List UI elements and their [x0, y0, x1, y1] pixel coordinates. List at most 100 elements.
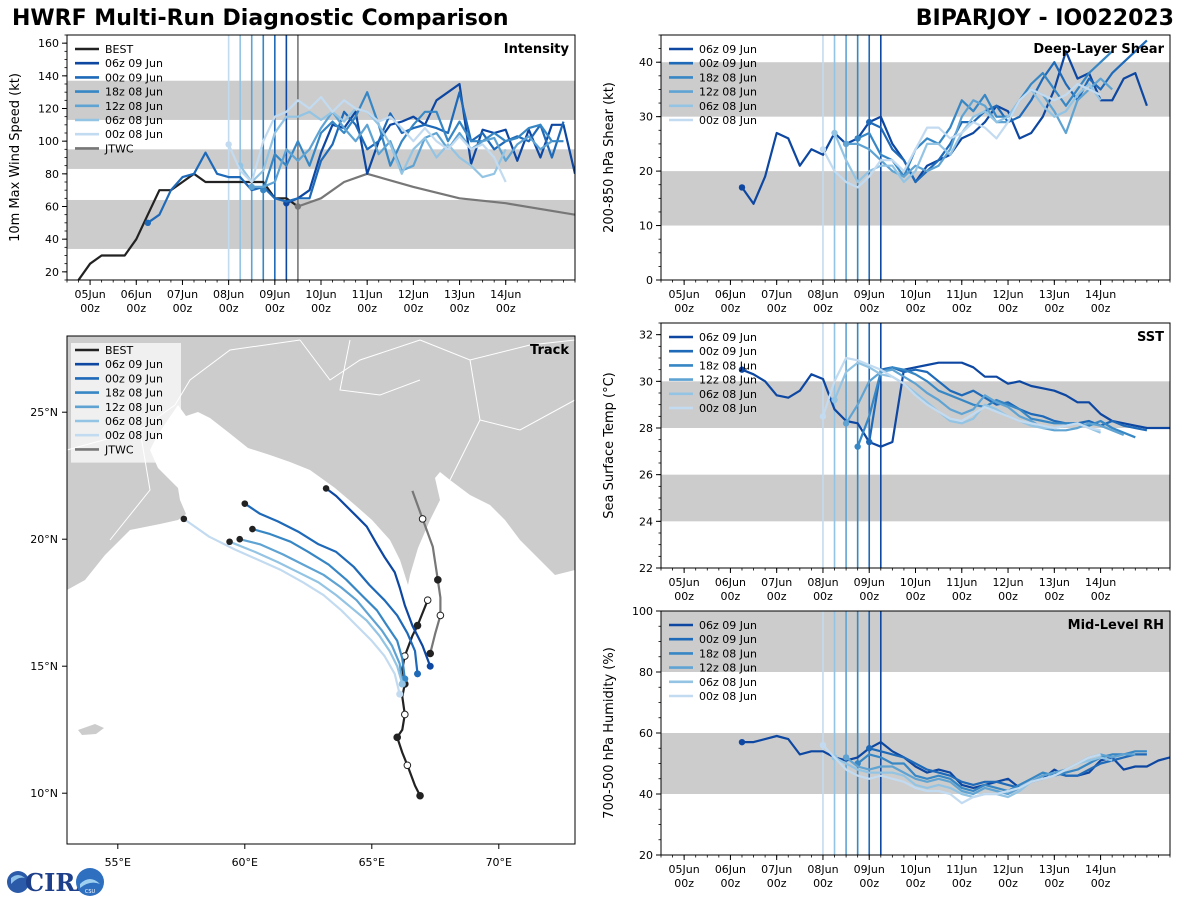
track-position-marker: [418, 515, 427, 523]
track-legend-label: 00z 09 Jun: [105, 372, 163, 385]
landmass: [67, 336, 575, 590]
sst-init-marker: [819, 413, 827, 420]
intensity-y-tick-label: 140: [38, 70, 59, 83]
csu-seal-text: CSU: [85, 889, 96, 895]
intensity-x-tick-label: 09Jun: [259, 288, 290, 301]
rh-legend-label: 06z 08 Jun: [699, 676, 757, 689]
figure-title-left: HWRF Multi-Run Diagnostic Comparison: [12, 6, 509, 31]
sst-init-marker: [738, 366, 746, 373]
shear-legend-label: 00z 09 Jun: [699, 57, 757, 70]
intensity-x-tick-label: 08Jun: [213, 288, 244, 301]
track-legend-label: 12z 08 Jun: [105, 401, 163, 414]
shear-threshold-band: [661, 171, 1170, 226]
intensity-init-marker: [260, 186, 267, 194]
sst-init-marker: [831, 396, 838, 404]
track-end-marker: [241, 500, 249, 507]
shear-x-tick-label: 10Jun: [900, 288, 931, 301]
intensity-x-tick-label: 14Jun: [490, 288, 521, 301]
track-series-line: [325, 487, 432, 667]
shear-y-axis-label: 200-850 hPa Shear (kt): [602, 82, 617, 233]
shear-panel: 01020304005Jun00z06Jun00z07Jun00z08Jun00…: [602, 34, 1171, 315]
track-position-marker: [401, 710, 409, 719]
sst-init-marker: [842, 420, 850, 427]
country-border: [339, 339, 421, 396]
rh-x-tick-label: 11Jun: [946, 863, 977, 876]
rh-x-tick-label: 06Jun: [715, 863, 746, 876]
rh-y-tick-label: 20: [639, 849, 653, 862]
track-series-line: [396, 599, 429, 797]
shear-x-tick-label: 08Jun: [807, 288, 838, 301]
shear-x-tick-label: 11Jun: [946, 288, 977, 301]
rh-x-tick-label: 00z: [674, 877, 694, 890]
intensity-x-tick-label: 00z: [80, 302, 100, 315]
track-position-marker: [403, 761, 412, 770]
rh-y-tick-label: 60: [639, 727, 653, 740]
shear-series-line: [822, 82, 1102, 189]
sst-x-tick-label: 00z: [1044, 590, 1064, 603]
track-series-line: [183, 517, 401, 695]
track-legend-label: JTWC: [104, 443, 134, 456]
track-legend-label: 06z 08 Jun: [105, 415, 163, 428]
rh-panel: 2040608010005Jun00z06Jun00z07Jun00z08Jun…: [602, 605, 1171, 890]
intensity-y-axis-label: 10m Max Wind Speed (kt): [8, 73, 23, 242]
rh-legend-label: 00z 09 Jun: [699, 633, 757, 646]
intensity-legend-label: JTWC: [104, 142, 134, 155]
shear-x-tick-label: 12Jun: [992, 288, 1023, 301]
rh-y-tick-label: 80: [639, 666, 653, 679]
track-position-marker: [426, 649, 435, 658]
intensity-legend-label: 18z 08 Jun: [105, 86, 163, 99]
sst-series-line: [741, 361, 1170, 448]
shear-x-tick-label: 06Jun: [715, 288, 746, 301]
rh-x-tick-label: 00z: [1044, 877, 1064, 890]
shear-legend-label: 06z 08 Jun: [699, 100, 757, 113]
intensity-series-line: [147, 91, 565, 224]
shear-init-marker: [738, 184, 746, 191]
track-series-line: [252, 527, 406, 680]
intensity-init-marker: [144, 219, 152, 227]
intensity-y-tick-label: 80: [45, 168, 59, 181]
intensity-x-tick-label: 07Jun: [167, 288, 198, 301]
shear-y-tick-label: 40: [639, 56, 653, 69]
track-series-line: [239, 538, 404, 685]
track-legend-label: 18z 08 Jun: [105, 387, 163, 400]
country-border: [449, 419, 481, 481]
shear-x-tick-label: 00z: [674, 302, 694, 315]
rh-x-tick-label: 00z: [859, 877, 879, 890]
intensity-x-tick-label: 00z: [496, 302, 516, 315]
shear-x-tick-label: 14Jun: [1085, 288, 1116, 301]
shear-plot-area: [661, 35, 1170, 280]
sst-legend-label: 06z 08 Jun: [699, 388, 757, 401]
track-end-marker: [226, 538, 233, 546]
sst-x-tick-label: 07Jun: [761, 576, 792, 589]
track-y-tick-label: 15°N: [30, 660, 58, 673]
track-x-tick-label: 65°E: [359, 856, 385, 869]
shear-x-tick-label: 13Jun: [1039, 288, 1070, 301]
track-y-tick-label: 20°N: [30, 533, 58, 546]
track-position-marker: [413, 621, 422, 630]
intensity-x-tick-label: 00z: [357, 302, 377, 315]
track-init-marker: [426, 662, 434, 670]
shear-x-tick-label: 00z: [952, 302, 972, 315]
intensity-x-tick-label: 00z: [311, 302, 331, 315]
sst-x-tick-label: 00z: [721, 590, 741, 603]
track-panel: 55°E 60°E 65°E 70°E 10°N 15°N 20°N 25°N Track: [30, 335, 576, 869]
rh-x-tick-label: 13Jun: [1039, 863, 1070, 876]
rh-legend-label: 18z 08 Jun: [699, 647, 757, 660]
shear-x-tick-label: 09Jun: [854, 288, 885, 301]
sst-y-tick-label: 30: [639, 375, 653, 388]
rh-x-tick-label: 09Jun: [854, 863, 885, 876]
rh-threshold-band: [661, 611, 1170, 672]
rh-x-tick-label: 00z: [998, 877, 1018, 890]
intensity-x-tick-label: 00z: [173, 302, 193, 315]
track-position-marker: [416, 791, 424, 800]
intensity-series-line: [77, 172, 299, 280]
shear-x-tick-label: 00z: [813, 302, 833, 315]
sst-x-tick-label: 00z: [767, 590, 787, 603]
rh-x-tick-label: 00z: [906, 877, 926, 890]
intensity-threshold-band: [67, 80, 575, 120]
shear-x-tick-label: 00z: [859, 302, 879, 315]
shear-init-marker: [866, 118, 873, 126]
intensity-init-marker: [248, 183, 255, 191]
